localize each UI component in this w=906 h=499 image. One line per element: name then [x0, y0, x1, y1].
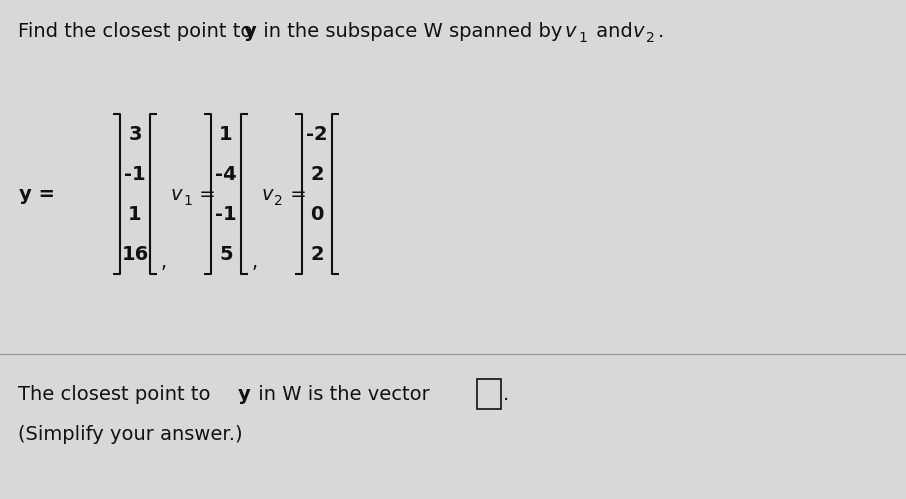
Text: 2: 2 — [274, 194, 283, 208]
Text: in the subspace W spanned by: in the subspace W spanned by — [257, 21, 569, 40]
Text: y: y — [238, 385, 251, 404]
Text: 1: 1 — [183, 194, 192, 208]
Text: .: . — [658, 21, 664, 40]
Text: 1: 1 — [219, 124, 233, 144]
Text: y =: y = — [19, 185, 55, 204]
Text: (Simplify your answer.): (Simplify your answer.) — [18, 425, 243, 444]
Text: y: y — [244, 21, 256, 40]
Text: v: v — [171, 185, 182, 204]
Text: 1: 1 — [578, 31, 587, 45]
Text: 2: 2 — [310, 165, 323, 184]
Text: 0: 0 — [311, 205, 323, 224]
Text: and: and — [590, 21, 639, 40]
Text: ,: , — [161, 252, 167, 271]
Text: 5: 5 — [219, 245, 233, 263]
FancyBboxPatch shape — [477, 379, 501, 409]
Text: 2: 2 — [310, 245, 323, 263]
Text: -1: -1 — [216, 205, 236, 224]
Text: v: v — [565, 21, 576, 40]
Text: =: = — [284, 185, 307, 204]
Text: 1: 1 — [128, 205, 142, 224]
Text: -4: -4 — [216, 165, 236, 184]
Text: 3: 3 — [129, 124, 141, 144]
Text: -1: -1 — [124, 165, 146, 184]
Text: =: = — [193, 185, 216, 204]
Text: The closest point to: The closest point to — [18, 385, 217, 404]
Text: ,: , — [252, 252, 258, 271]
Text: -2: -2 — [306, 124, 328, 144]
Text: in W is the vector: in W is the vector — [252, 385, 429, 404]
Text: v: v — [262, 185, 274, 204]
Text: .: . — [503, 385, 509, 404]
Text: Find the closest point to: Find the closest point to — [18, 21, 258, 40]
Text: 16: 16 — [121, 245, 149, 263]
Text: v: v — [633, 21, 644, 40]
Text: 2: 2 — [646, 31, 655, 45]
